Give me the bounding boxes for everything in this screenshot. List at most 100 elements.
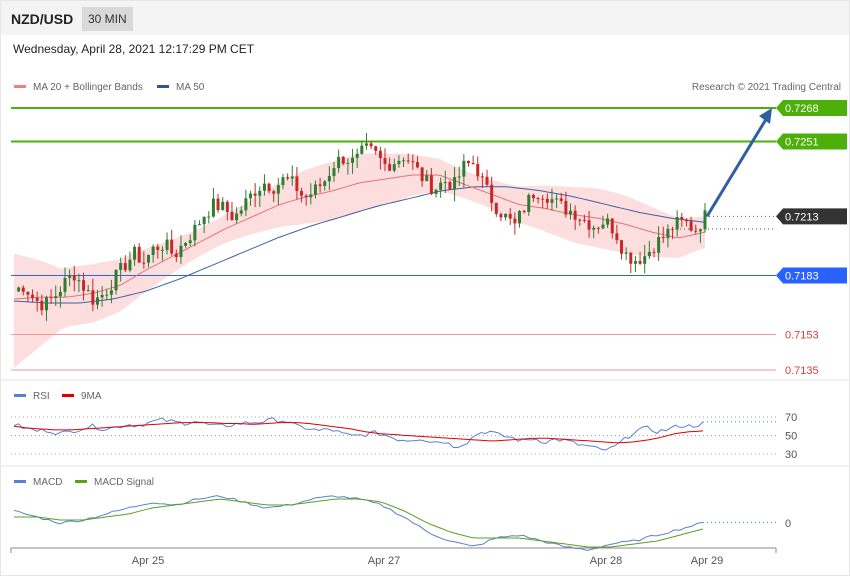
candle-body <box>657 236 661 253</box>
candle-body <box>160 249 164 251</box>
candle-body <box>522 210 526 212</box>
candle-body <box>652 251 656 253</box>
candle-body <box>72 275 76 281</box>
candle-body <box>133 246 137 260</box>
candle-body <box>541 198 545 200</box>
legend-label: 9MA <box>81 391 102 402</box>
level-label: 0.7183 <box>785 270 819 282</box>
candle-body <box>439 182 443 190</box>
macd-line <box>13 495 704 552</box>
candle-body <box>397 160 401 165</box>
candle-body <box>582 219 586 221</box>
candle-body <box>179 245 183 258</box>
candle-body <box>63 277 67 292</box>
candle-body <box>448 182 452 190</box>
candle-body <box>694 230 698 232</box>
candle-body <box>276 185 280 194</box>
timeframe-badge[interactable]: 30 MIN <box>82 7 133 31</box>
legend-swatch <box>14 85 26 88</box>
x-tick-label: Apr 25 <box>132 555 164 567</box>
candle-body <box>258 190 262 196</box>
candle-body <box>684 219 688 222</box>
level-label: 0.7268 <box>785 103 819 115</box>
instrument-title: NZD/USD <box>11 11 74 27</box>
candle-body <box>633 260 637 264</box>
candle-body <box>77 280 81 282</box>
candle-body <box>629 252 633 264</box>
candle-body <box>286 177 290 179</box>
candle-body <box>44 297 48 311</box>
candle-body <box>531 194 535 199</box>
level-label: 0.7213 <box>785 211 819 223</box>
candle-body <box>207 216 211 218</box>
candle-body <box>411 161 415 163</box>
timestamp: Wednesday, April 28, 2021 12:17:29 PM CE… <box>13 42 255 56</box>
rsi-line <box>13 417 704 451</box>
candle-body <box>318 184 322 186</box>
candle-body <box>323 181 327 186</box>
rsi-panel: RSI 9MA 70 50 30 <box>11 391 797 461</box>
candle-body <box>309 194 313 198</box>
candle-body <box>402 160 406 162</box>
macd-zero-label: 0 <box>785 518 791 530</box>
candle-body <box>569 210 573 215</box>
candle-body <box>536 198 540 200</box>
candle-body <box>202 216 206 225</box>
legend-swatch <box>14 480 26 483</box>
rsi-level-label: 30 <box>785 449 797 461</box>
candle-body <box>425 175 429 182</box>
candle-body <box>494 202 498 214</box>
candle-body <box>392 164 396 171</box>
legend-label: MA 50 <box>176 82 205 93</box>
macd-panel: MACD MACD Signal 0 <box>13 477 791 552</box>
legend-label: MACD <box>33 477 62 488</box>
candle-body <box>545 198 549 203</box>
level-tag <box>776 267 847 284</box>
candle-body <box>86 290 90 292</box>
candle-body <box>355 153 359 158</box>
candle-body <box>304 195 308 198</box>
candle-body <box>360 145 364 154</box>
candle-body <box>119 263 123 270</box>
candle-body <box>290 176 294 179</box>
x-tick-label: Apr 29 <box>691 555 723 567</box>
candle-body <box>480 176 484 178</box>
candle-body <box>364 143 368 146</box>
candle-body <box>429 175 433 194</box>
candle-body <box>499 213 503 218</box>
candle-body <box>527 194 531 212</box>
candle-body <box>174 253 178 258</box>
candle-body <box>596 227 600 229</box>
arrow-head <box>759 108 772 124</box>
candle-body <box>374 146 378 151</box>
candle-body <box>198 224 202 226</box>
legend-swatch <box>62 394 74 397</box>
macd-signal-line <box>14 498 704 548</box>
level-label: 0.7251 <box>785 136 819 148</box>
candle-body <box>26 291 30 295</box>
candle-body <box>592 227 596 230</box>
candles <box>17 132 707 321</box>
candle-body <box>485 176 489 185</box>
candle-body <box>235 213 239 221</box>
candle-body <box>188 240 192 244</box>
candle-body <box>615 233 619 241</box>
candle-body <box>638 260 642 264</box>
level-label: 0.7153 <box>785 330 819 342</box>
candle-body <box>137 246 141 263</box>
candle-body <box>351 157 355 163</box>
legend-swatch <box>14 394 26 397</box>
candle-body <box>378 150 382 158</box>
candle-body <box>434 189 438 194</box>
rsi-level-label: 70 <box>785 412 797 424</box>
candle-body <box>165 239 169 250</box>
candle-body <box>170 239 174 254</box>
projection-arrow <box>705 115 770 218</box>
candle-body <box>253 193 257 196</box>
candle-body <box>151 246 155 255</box>
candle-body <box>504 213 508 218</box>
candle-body <box>564 200 568 215</box>
candle-body <box>123 263 127 271</box>
candle-body <box>573 210 577 220</box>
candle-body <box>281 177 285 186</box>
